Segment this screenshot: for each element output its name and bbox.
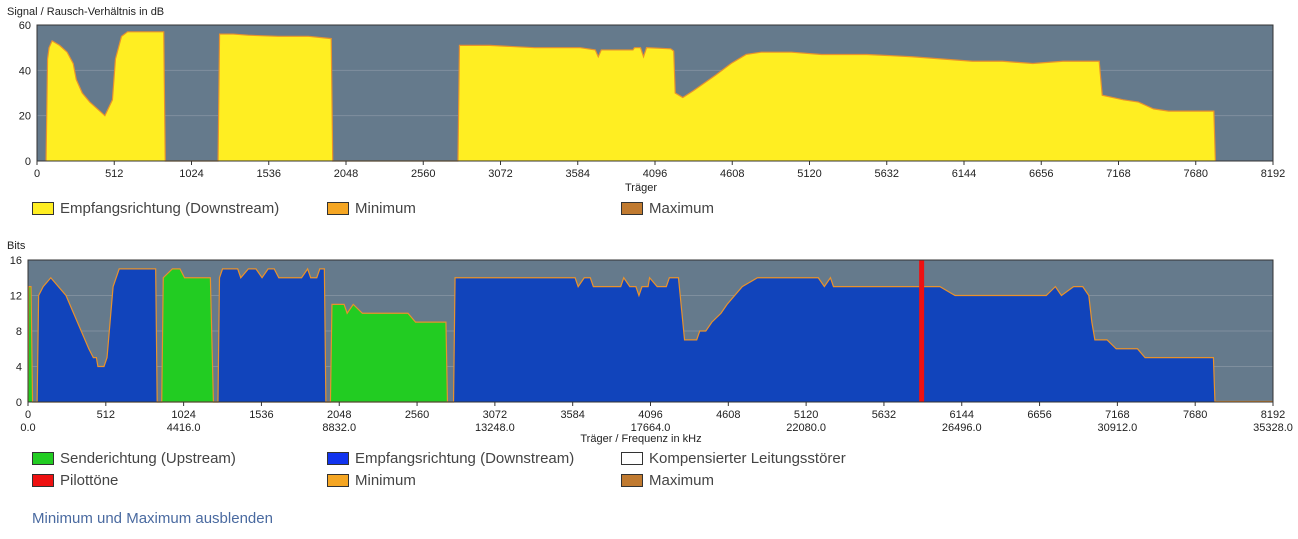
x-tick-label: 4096: [643, 168, 667, 180]
x-tick-label: 1024: [179, 168, 203, 180]
x-tick-label: 3584: [566, 168, 590, 180]
x-tick-label: 2048: [327, 409, 351, 421]
legend-label: Maximum: [649, 472, 715, 489]
x-tick-label: 0: [34, 168, 40, 180]
x-tick-label: 512: [97, 409, 115, 421]
bits-x-axis: 0 512 1024 1536 2048 2560 3072 3584 4096 4608 5120…: [20, 402, 1293, 434]
x-tick-label: 2560: [411, 168, 435, 180]
freq-tick-label: 26496.0: [942, 422, 982, 434]
x-tick-label: 3072: [488, 168, 512, 180]
x-tick-label: 1536: [257, 168, 281, 180]
legend-swatch: [327, 202, 349, 215]
x-tick-label: 4608: [716, 409, 740, 421]
freq-tick-label: 0.0: [20, 422, 35, 434]
y-tick-label: 4: [16, 362, 22, 374]
y-tick-label: 16: [10, 255, 22, 267]
freq-tick-label: 30912.0: [1097, 422, 1137, 434]
bits-plot-frame: [27, 259, 1274, 403]
snr-x-axis: 0 512 1024 1536 2048 2560 3072 3584 4096 4608 5120…: [34, 161, 1285, 180]
legend-swatch: [621, 452, 643, 465]
legend-snr-downstream: Empfangsrichtung (Downstream): [32, 200, 279, 217]
legend-snr-maximum: Maximum: [621, 200, 714, 217]
x-tick-label: 7680: [1183, 409, 1207, 421]
bits-y-axis: 0 4 8 12 16: [10, 255, 22, 409]
y-tick-label: 0: [16, 397, 22, 409]
freq-tick-label: 22080.0: [786, 422, 826, 434]
x-tick-label: 5120: [794, 409, 818, 421]
legend-label: Maximum: [649, 200, 715, 217]
snr-x-axis-label: Träger: [625, 182, 657, 194]
x-tick-label: 3584: [560, 409, 584, 421]
freq-tick-label: 4416.0: [167, 422, 201, 434]
freq-tick-label: 13248.0: [475, 422, 515, 434]
snr-series: [45, 31, 1216, 162]
legend-bits-upstream: Senderichtung (Upstream): [32, 450, 236, 467]
x-tick-label: 4608: [720, 168, 744, 180]
legend-snr-minimum: Minimum: [327, 200, 416, 217]
legend-bits-pilot: Pilottöne: [32, 472, 118, 489]
x-tick-label: 1536: [249, 409, 273, 421]
legend-swatch: [32, 202, 54, 215]
legend-label: Empfangsrichtung (Downstream): [60, 200, 280, 217]
x-tick-label: 7168: [1106, 168, 1130, 180]
legend-swatch: [32, 474, 54, 487]
legend-label: Minimum: [355, 472, 416, 489]
x-tick-label: 7168: [1105, 409, 1129, 421]
pilot-tone-bar: [919, 260, 925, 402]
freq-tick-label: 8832.0: [322, 422, 356, 434]
legend-swatch: [621, 202, 643, 215]
x-tick-label: 7680: [1184, 168, 1208, 180]
x-tick-label: 0: [25, 409, 31, 421]
y-tick-label: 0: [25, 156, 31, 168]
freq-tick-label: 17664.0: [631, 422, 671, 434]
x-tick-label: 6656: [1027, 409, 1051, 421]
x-tick-label: 8192: [1261, 409, 1285, 421]
snr-chart-title: Signal / Rausch-Verhältnis in dB: [7, 6, 164, 18]
snr-plot-frame: [36, 24, 1274, 162]
legend-bits-minimum: Minimum: [327, 472, 416, 489]
x-tick-label: 2560: [405, 409, 429, 421]
x-tick-label: 5632: [875, 168, 899, 180]
legend-bits-downstream: Empfangsrichtung (Downstream): [327, 450, 574, 467]
freq-tick-label: 35328.0: [1253, 422, 1293, 434]
y-tick-label: 40: [19, 65, 31, 77]
bits-chart: Bits 0 4 8 12 16 0 512 1024 1536 2048 2560 3072 358…: [7, 240, 1293, 445]
bits-x-axis-label: Träger / Frequenz in kHz: [580, 433, 701, 445]
snr-chart: Signal / Rausch-Verhältnis in dB 0 20 40 60…: [7, 6, 1285, 194]
x-tick-label: 3072: [483, 409, 507, 421]
legend-label: Kompensierter Leitungsstörer: [649, 450, 846, 467]
bits-chart-title: Bits: [7, 240, 26, 252]
legend-label: Pilottöne: [60, 472, 119, 489]
toggle-min-max-link[interactable]: Minimum und Maximum ausblenden: [32, 510, 273, 527]
x-tick-label: 6144: [950, 409, 974, 421]
x-tick-label: 8192: [1261, 168, 1285, 180]
x-tick-label: 1024: [171, 409, 195, 421]
series-area: [28, 268, 448, 402]
legend-label: Senderichtung (Upstream): [60, 450, 236, 467]
x-tick-label: 512: [105, 168, 123, 180]
series-area: [46, 31, 1216, 161]
series-outline: [45, 31, 1216, 162]
x-tick-label: 4096: [638, 409, 662, 421]
y-tick-label: 20: [19, 111, 31, 123]
y-tick-label: 8: [16, 326, 22, 338]
legend-bits-compensated: Kompensierter Leitungsstörer: [621, 450, 846, 467]
x-tick-label: 5120: [797, 168, 821, 180]
x-tick-label: 2048: [334, 168, 358, 180]
legend-swatch: [621, 474, 643, 487]
legend-bits-maximum: Maximum: [621, 472, 714, 489]
y-tick-label: 12: [10, 291, 22, 303]
legend-label: Minimum: [355, 200, 416, 217]
series-outline: [36, 267, 1216, 403]
snr-y-axis: 0 20 40 60: [19, 20, 31, 168]
x-tick-label: 6656: [1029, 168, 1053, 180]
legend-swatch: [327, 474, 349, 487]
x-tick-label: 6144: [952, 168, 976, 180]
legend-label: Empfangsrichtung (Downstream): [355, 450, 575, 467]
x-tick-label: 5632: [872, 409, 896, 421]
y-tick-label: 60: [19, 20, 31, 32]
legend-swatch: [327, 452, 349, 465]
legend-swatch: [32, 452, 54, 465]
